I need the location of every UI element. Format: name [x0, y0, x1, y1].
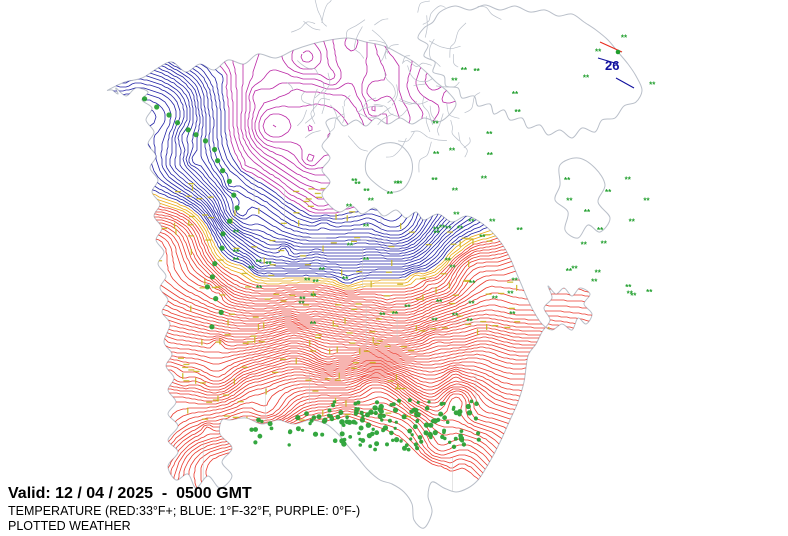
- svg-text:**: **: [605, 188, 612, 197]
- svg-text:**: **: [431, 316, 438, 325]
- svg-text:**: **: [265, 260, 272, 269]
- svg-text:**: **: [436, 298, 443, 307]
- svg-text:**: **: [233, 229, 240, 238]
- svg-text:**: **: [346, 202, 353, 211]
- svg-text:**: **: [625, 283, 632, 292]
- svg-text:**: **: [649, 81, 656, 90]
- svg-text:**: **: [363, 187, 370, 196]
- svg-text:**: **: [433, 150, 440, 159]
- svg-text:**: **: [248, 265, 255, 274]
- svg-text:**: **: [298, 299, 305, 308]
- svg-text:**: **: [313, 278, 320, 287]
- svg-text:**: **: [571, 265, 578, 274]
- svg-text:**: **: [404, 303, 411, 312]
- svg-text:**: **: [347, 242, 354, 251]
- svg-text:**: **: [363, 222, 370, 231]
- svg-text:**: **: [479, 233, 486, 242]
- svg-text:**: **: [452, 186, 459, 195]
- svg-text:**: **: [461, 66, 468, 75]
- svg-text:**: **: [256, 258, 263, 267]
- svg-text:**: **: [595, 269, 602, 278]
- svg-text:**: **: [256, 284, 263, 293]
- svg-text:**: **: [354, 180, 361, 189]
- svg-text:**: **: [387, 190, 394, 199]
- svg-text:**: **: [467, 317, 474, 326]
- svg-text:**: **: [452, 311, 459, 320]
- svg-text:**: **: [310, 292, 317, 301]
- svg-text:**: **: [583, 74, 590, 83]
- svg-text:**: **: [469, 279, 476, 288]
- svg-text:**: **: [512, 276, 519, 285]
- svg-text:**: **: [601, 240, 608, 249]
- svg-text:**: **: [643, 196, 650, 205]
- svg-text:**: **: [595, 48, 602, 57]
- svg-text:**: **: [468, 300, 475, 309]
- svg-text:**: **: [392, 310, 399, 319]
- svg-text:**: **: [396, 180, 403, 189]
- svg-text:**: **: [449, 146, 456, 155]
- svg-text:**: **: [625, 176, 632, 185]
- svg-text:**: **: [451, 77, 458, 86]
- svg-text:**: **: [646, 288, 653, 297]
- svg-text:**: **: [474, 67, 481, 76]
- svg-text:**: **: [453, 211, 460, 220]
- svg-text:**: **: [517, 226, 524, 235]
- svg-text:**: **: [310, 320, 317, 329]
- svg-text:**: **: [621, 34, 628, 43]
- svg-text:**: **: [431, 176, 438, 185]
- svg-text:**: **: [581, 241, 588, 250]
- svg-text:**: **: [304, 277, 311, 286]
- svg-text:**: **: [489, 218, 496, 227]
- svg-text:**: **: [468, 217, 475, 226]
- svg-text:**: **: [597, 226, 604, 235]
- svg-text:**: **: [509, 310, 516, 319]
- svg-text:**: **: [233, 256, 240, 265]
- svg-text:**: **: [434, 229, 441, 238]
- svg-text:**: **: [515, 108, 522, 117]
- svg-text:**: **: [481, 175, 488, 184]
- svg-text:**: **: [445, 225, 452, 234]
- svg-text:**: **: [591, 277, 598, 286]
- svg-text:**: **: [512, 90, 519, 99]
- svg-text:**: **: [486, 130, 493, 139]
- svg-text:**: **: [457, 225, 464, 234]
- svg-text:**: **: [584, 208, 591, 217]
- svg-text:**: **: [566, 196, 573, 205]
- svg-text:**: **: [629, 218, 636, 227]
- svg-text:**: **: [342, 275, 349, 284]
- svg-text:**: **: [492, 295, 499, 304]
- svg-text:**: **: [368, 197, 375, 206]
- svg-text:**: **: [319, 266, 326, 275]
- svg-text:**: **: [432, 119, 439, 128]
- svg-text:**: **: [363, 256, 370, 265]
- svg-text:**: **: [379, 311, 386, 320]
- svg-text:**: **: [507, 290, 514, 299]
- svg-text:26: 26: [605, 58, 619, 73]
- svg-text:**: **: [487, 151, 494, 160]
- svg-text:**: **: [445, 257, 452, 266]
- svg-text:**: **: [566, 267, 573, 276]
- svg-text:**: **: [564, 176, 571, 185]
